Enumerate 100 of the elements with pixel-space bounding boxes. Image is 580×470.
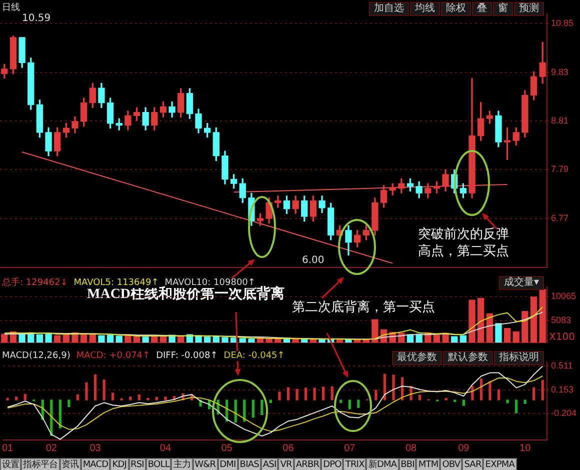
y-tick-label: 9.83 [551,66,569,77]
bar [269,400,272,403]
x-tick-label: 01 [2,442,14,454]
y-axis-title: X100 [549,332,575,344]
y-tick-label: 0.511 [551,360,573,370]
y-tick-label: 5083 [551,315,572,326]
text: MTM [416,458,440,470]
bar [524,400,526,404]
text: 新DMA [366,458,399,470]
annotation: 突破前次的反弹高点，第二买点 [418,226,510,260]
bar [296,389,298,400]
bar [471,386,474,400]
text: 指标平台 [21,458,60,470]
bar [94,374,97,400]
text: MACD: +0.074↑ [76,351,150,361]
bar [514,400,518,414]
bar [532,387,536,400]
bar [330,386,334,400]
bar [304,388,308,400]
text: ASI [260,458,278,470]
bar [480,378,483,400]
text: DMI [218,458,238,470]
bar [155,397,158,400]
text: DEA: -0.045↑ [224,351,285,361]
x-tick-label: 06 [282,442,294,454]
bar [58,400,62,428]
text: 加自选 [369,2,409,16]
text: KDJ [110,458,128,470]
bar [76,394,80,400]
bar [392,374,395,400]
bar [418,394,422,400]
y-tick-label: 0.153 [551,384,574,394]
annotation: 指标说明 [494,351,544,365]
chart-title: 日线 [2,3,20,13]
annotation: 第二次底背离，第一买点 [292,299,436,316]
x-tick-label: 04 [160,442,172,454]
text: DIFF: -0.008↑ [156,351,218,361]
bar [444,398,448,400]
y-tick-label: 10.85 [551,18,574,28]
bar [234,400,237,423]
bar [111,392,114,400]
bar [506,400,509,404]
text: 设置 [0,458,22,470]
bar [24,394,26,400]
text: RSI [128,458,146,470]
bar [374,390,378,400]
text: BIAS [238,458,261,470]
annotation: 成交量▾ [498,276,544,290]
x-tick-label: 09 [458,442,470,454]
bar [6,398,9,400]
bar [129,396,132,400]
text: MAVOL5: 113649↑ [74,278,159,288]
text: 均线 [410,2,440,16]
x-tick-label: 10 [520,442,532,454]
text: SAR [462,458,484,470]
x-tick-label: 08 [405,442,418,454]
text: MAVOL10: 109800↑ [164,278,256,288]
text: W&R [192,458,218,470]
text: BOLL [146,458,172,470]
annotation: 最优参数 [392,351,442,365]
bar [85,382,88,400]
text: ARBR [294,458,322,470]
text: 除权 [441,2,471,16]
text: 总手: 129462↓ [2,278,68,288]
x-tick-label: 02 [46,442,58,454]
bar [138,394,140,400]
bar [260,400,264,415]
bar [348,400,351,410]
bar [340,400,342,403]
chart-title: MACD(12,26,9) [2,351,70,361]
text: MACD [80,458,110,470]
bar [164,396,167,400]
bar [146,398,150,400]
x-tick-label: 05 [221,442,233,454]
text: VR [278,458,294,470]
bar [278,392,281,400]
bar [541,380,544,400]
bar [68,400,70,407]
bar [357,400,360,408]
bar [322,386,325,400]
text: 叠 [472,2,492,16]
text: 资讯 [60,458,81,470]
annotation: 6.00 [302,255,326,267]
y-tick-label: 7.79 [551,164,569,174]
text: EXPMA [483,458,516,470]
bar [102,380,106,400]
y-tick-label: 10065 [551,290,576,301]
x-tick-label: 03 [90,442,102,454]
y-tick-label: -0.204 [551,408,577,418]
bar [462,400,465,406]
text: 预测 [514,2,544,16]
bar [497,389,500,400]
bar [488,381,492,400]
bar [252,400,254,418]
text: BBI [398,458,416,470]
bar [15,396,18,400]
text: 窗 [493,2,513,16]
y-tick-label: 8.81 [551,115,569,126]
text: OBV [440,458,462,470]
y-tick-label: 6.77 [551,212,569,223]
